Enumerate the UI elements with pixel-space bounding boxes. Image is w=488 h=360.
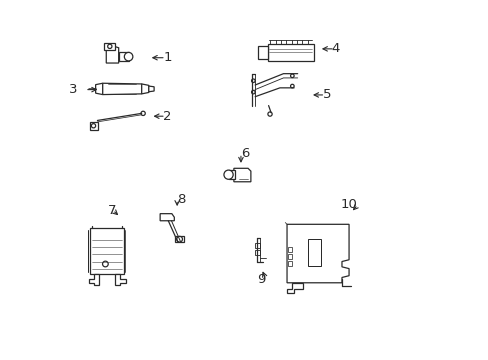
- Text: 3: 3: [68, 83, 77, 96]
- Circle shape: [290, 84, 293, 88]
- Polygon shape: [160, 214, 174, 221]
- Polygon shape: [142, 84, 148, 94]
- Polygon shape: [96, 83, 102, 95]
- Text: 2: 2: [163, 110, 171, 123]
- Bar: [287, 261, 291, 266]
- Polygon shape: [106, 46, 119, 63]
- Circle shape: [290, 74, 293, 77]
- Polygon shape: [148, 86, 154, 92]
- Circle shape: [124, 53, 133, 61]
- Bar: [307, 239, 321, 266]
- Circle shape: [251, 90, 255, 94]
- Bar: [257, 46, 267, 59]
- Circle shape: [102, 261, 108, 267]
- Text: 7: 7: [108, 204, 116, 217]
- Text: 9: 9: [257, 273, 265, 286]
- Circle shape: [267, 112, 272, 116]
- Bar: [255, 250, 260, 255]
- Polygon shape: [228, 170, 234, 179]
- Polygon shape: [115, 274, 125, 284]
- Polygon shape: [175, 236, 183, 242]
- Bar: [90, 228, 124, 274]
- Polygon shape: [286, 283, 303, 293]
- Polygon shape: [88, 274, 99, 284]
- Text: 1: 1: [163, 51, 171, 64]
- Bar: [255, 243, 260, 248]
- Circle shape: [224, 170, 233, 179]
- Polygon shape: [119, 53, 128, 61]
- Polygon shape: [233, 168, 250, 182]
- Polygon shape: [89, 122, 98, 130]
- Text: 8: 8: [177, 193, 185, 206]
- Circle shape: [141, 111, 145, 116]
- Text: 4: 4: [331, 42, 340, 55]
- Polygon shape: [286, 224, 348, 283]
- Circle shape: [91, 123, 96, 128]
- Text: 5: 5: [322, 89, 331, 102]
- Bar: [287, 254, 291, 259]
- Text: 6: 6: [241, 147, 249, 160]
- Circle shape: [107, 44, 112, 49]
- Polygon shape: [104, 43, 115, 50]
- Circle shape: [177, 237, 182, 242]
- Circle shape: [251, 79, 255, 82]
- Bar: [287, 247, 291, 252]
- Bar: [267, 44, 313, 61]
- Polygon shape: [102, 83, 142, 95]
- Text: 10: 10: [340, 198, 357, 211]
